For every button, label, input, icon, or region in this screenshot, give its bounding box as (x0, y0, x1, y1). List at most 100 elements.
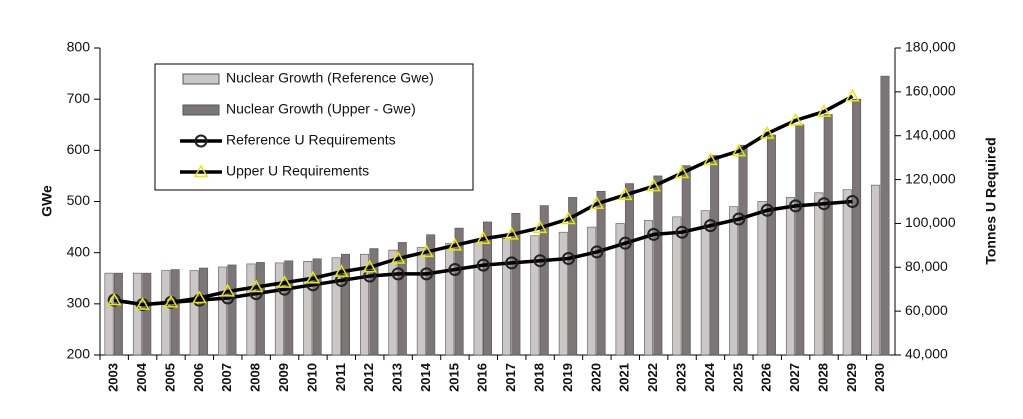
marker (674, 165, 690, 179)
y2-axis-title: Tonnes U Required (983, 137, 999, 264)
x-tick-label: 2014 (418, 362, 433, 392)
bar (483, 221, 492, 356)
legend-swatch (182, 104, 220, 116)
bar (445, 243, 455, 356)
y-tick-label: 200 (67, 346, 91, 362)
marker (248, 279, 264, 293)
legend-label: Nuclear Growth (Upper - Gwe) (226, 101, 416, 117)
marker (561, 252, 575, 266)
marker (363, 269, 377, 283)
x-tick-label: 2029 (844, 363, 859, 392)
bar (530, 235, 540, 356)
bar (852, 98, 862, 356)
legend-box (154, 63, 474, 191)
bar (331, 257, 341, 356)
marker (106, 292, 122, 306)
bar (624, 183, 634, 356)
marker (618, 236, 632, 250)
marker (420, 267, 434, 281)
x-tick-label: 2018 (532, 363, 547, 392)
y2-tick-label: 100,000 (905, 214, 956, 230)
x-tick-label: 2004 (134, 362, 149, 392)
marker (476, 258, 490, 272)
bar (596, 190, 606, 356)
bar (132, 272, 142, 356)
marker (334, 273, 348, 287)
marker (220, 283, 236, 297)
marker (817, 197, 831, 211)
x-tick-label: 2005 (162, 363, 177, 392)
legend-label: Reference U Requirements (226, 132, 396, 148)
marker (760, 203, 774, 217)
marker (194, 134, 208, 148)
bar (738, 144, 748, 356)
bar (360, 253, 370, 356)
x-tick-label: 2009 (276, 363, 291, 392)
bar (416, 247, 426, 356)
y-tick-label: 500 (67, 192, 91, 208)
legend: Nuclear Growth (Reference Gwe) Nuclear Gr… (154, 63, 474, 191)
bar (842, 189, 852, 356)
marker (448, 262, 462, 276)
marker (334, 264, 349, 277)
bar (653, 175, 663, 356)
x-tick-label: 2028 (815, 363, 830, 392)
bar (312, 258, 322, 356)
bar (880, 75, 890, 356)
y-tick-label: 800 (67, 39, 91, 55)
bar (615, 223, 625, 356)
bar (814, 192, 824, 356)
x-tick-label: 2003 (106, 363, 121, 392)
x-tick-label: 2021 (617, 363, 632, 392)
marker (845, 88, 860, 102)
bar (700, 210, 710, 356)
x-tick-label: 2015 (446, 363, 461, 392)
line (113, 94, 854, 307)
bar (539, 205, 549, 356)
marker (703, 152, 718, 166)
bar (199, 267, 209, 356)
y-tick-label: 400 (67, 243, 91, 259)
bar (568, 197, 578, 356)
x-tick-label: 2012 (361, 363, 376, 392)
marker (731, 143, 747, 157)
bar (672, 216, 682, 356)
marker (617, 187, 633, 201)
line (113, 199, 853, 307)
x-tick-label: 2020 (588, 363, 603, 392)
bar (113, 272, 123, 356)
marker (419, 244, 434, 258)
y2-tick-label: 40,000 (905, 346, 948, 362)
y2-tick-label: 180,000 (905, 39, 956, 55)
x-tick-label: 2019 (560, 363, 575, 392)
y2-tick-label: 80,000 (905, 258, 948, 274)
bar (189, 270, 199, 356)
x-tick-label: 2026 (759, 363, 774, 392)
bar (426, 234, 436, 356)
x-tick-label: 2022 (645, 363, 660, 392)
bar (766, 134, 776, 356)
y-axis-title: GWe (39, 185, 55, 217)
bar (785, 197, 795, 356)
marker (732, 212, 746, 226)
marker (789, 199, 803, 213)
y2-tick-label: 140,000 (905, 126, 956, 142)
marker (305, 270, 321, 284)
bar (681, 165, 691, 356)
bar (255, 262, 265, 356)
marker (646, 178, 661, 192)
bar (502, 238, 511, 356)
marker (505, 256, 519, 270)
bar (473, 240, 483, 356)
x-tick-label: 2006 (191, 363, 206, 392)
y2-tick-label: 120,000 (905, 170, 956, 186)
bar (104, 272, 114, 356)
bar (274, 262, 284, 356)
y-tick-label: 300 (67, 295, 91, 311)
x-tick-label: 2011 (333, 363, 348, 391)
marker (845, 195, 859, 208)
legend-label: Upper U Requirements (226, 163, 369, 179)
marker (533, 254, 547, 268)
y2-tick-label: 160,000 (905, 83, 956, 99)
